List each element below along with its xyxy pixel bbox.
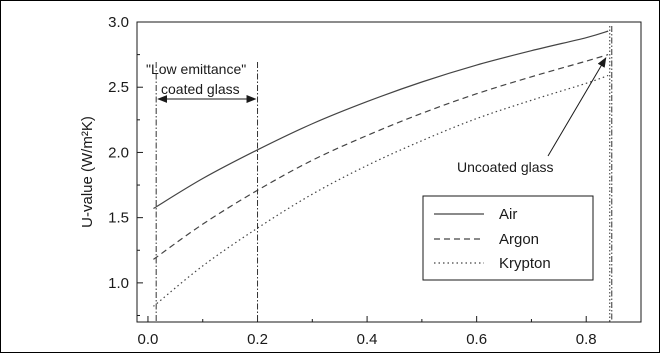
x-tick-label: 0.0 <box>138 331 159 348</box>
annotation-layer: "Low emittance" coated glass Uncoated gl… <box>146 26 613 322</box>
x-tick-label: 0.6 <box>466 331 487 348</box>
low-e-label-line2: coated glass <box>161 81 240 97</box>
x-axis: 0.0 0.2 0.4 0.6 0.8 <box>138 316 642 348</box>
y-tick-label: 1.5 <box>108 210 129 227</box>
series-line-argon <box>153 54 609 260</box>
y-tick-label: 2.0 <box>108 144 129 161</box>
y-axis: 1.0 1.5 2.0 2.5 3.0 <box>108 14 143 316</box>
legend-label-argon: Argon <box>499 231 539 248</box>
y-tick-label: 3.0 <box>108 14 129 31</box>
y-tick-label: 1.0 <box>108 275 129 292</box>
x-tick-label: 0.2 <box>247 331 268 348</box>
series-line-krypton <box>153 74 609 307</box>
series-line-air <box>153 30 609 210</box>
x-tick-label: 0.8 <box>576 331 597 348</box>
legend-box <box>422 195 594 281</box>
y-axis-title: U-value (W/m²K) <box>79 116 96 228</box>
uncoated-arrow <box>547 57 607 157</box>
x-tick-label: 0.4 <box>357 331 378 348</box>
low-e-label-line1: "Low emittance" <box>146 61 246 77</box>
legend-label-krypton: Krypton <box>499 255 551 272</box>
series-layer <box>153 30 609 307</box>
y-tick-label: 2.5 <box>108 79 129 96</box>
plot-area <box>136 21 642 323</box>
legend-label-air: Air <box>499 206 517 223</box>
uncoated-glass-label: Uncoated glass <box>457 159 554 175</box>
legend: Air Argon Krypton <box>422 195 594 281</box>
